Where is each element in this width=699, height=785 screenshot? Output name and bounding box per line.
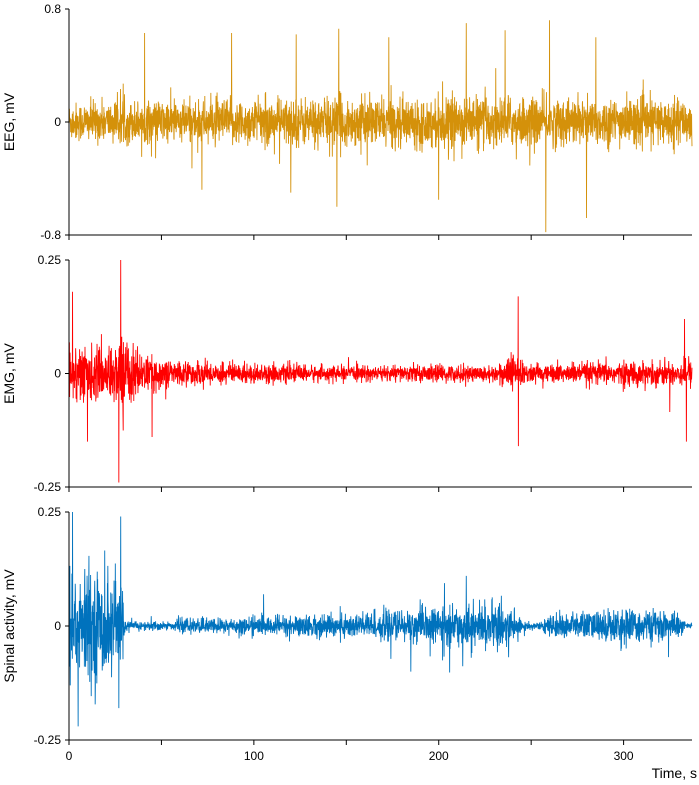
y-axis-title: EMG, mV [1,343,17,404]
y-tick-label: -0.25 [34,480,62,494]
y-axis-title: Spinal activity, mV [1,569,17,683]
x-axis-title: Time, s [652,765,697,781]
y-tick-label: 0 [54,367,61,381]
y-tick-label: 0 [54,619,61,633]
y-tick-label: 0.25 [38,253,62,267]
y-tick-label: -0.8 [40,228,61,242]
x-tick-label: 0 [66,749,73,763]
signal-traces [68,20,693,727]
trace-3 [68,511,693,727]
x-tick-label: 300 [614,749,634,763]
x-tick-label: 200 [429,749,449,763]
y-tick-label: 0.25 [38,505,62,519]
trace-1 [68,20,693,233]
trace-2 [68,259,693,483]
y-tick-label: 0.8 [44,2,61,16]
y-tick-label: 0 [54,115,61,129]
y-tick-label: -0.25 [34,733,62,747]
x-tick-label: 100 [244,749,264,763]
y-axis-title: EEG, mV [1,92,17,151]
